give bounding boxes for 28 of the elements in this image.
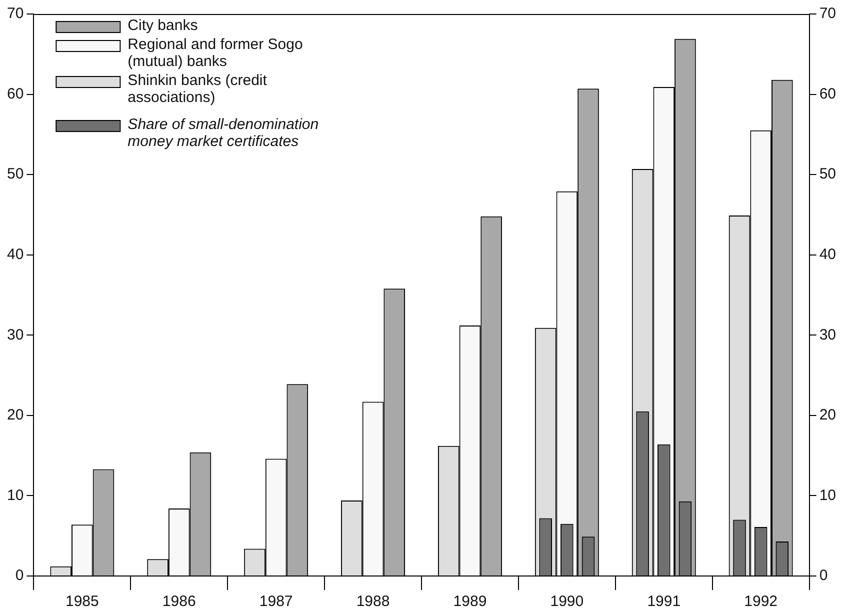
y-tick-label: 0	[15, 567, 24, 584]
y2-tick-label: 30	[819, 326, 836, 344]
x-tick-label: 1987	[259, 593, 293, 610]
x-tick-label: 1985	[65, 593, 99, 610]
x-tick-label: 1988	[356, 593, 390, 610]
y-tick-label: 20	[6, 406, 24, 424]
y-tick-label: 30	[6, 326, 24, 344]
x-tick-label: 1991	[647, 593, 681, 610]
y-tick-label: 50	[6, 166, 24, 183]
y2-tick-label: 40	[819, 246, 836, 263]
legend-label: Shinkin banks (credit associations)	[128, 72, 268, 106]
x-tick-label: 1990	[550, 593, 584, 610]
x-tick-label: 1992	[744, 593, 778, 610]
y-tick-label: 10	[6, 486, 24, 504]
y-tick-label: 70	[6, 5, 24, 22]
y2-tick-label: 20	[819, 406, 836, 424]
legend-label: Regional and former Sogo (mutual) banks	[128, 36, 303, 70]
legend-label: City banks	[128, 17, 198, 34]
y2-tick-label: 0	[819, 567, 828, 584]
y2-tick-label: 60	[819, 85, 836, 102]
y2-tick-label: 10	[819, 486, 836, 504]
y-tick-label: 60	[6, 85, 24, 102]
y-tick-label: 40	[6, 246, 24, 263]
y2-tick-label: 70	[819, 5, 836, 22]
y2-tick-label: 50	[819, 166, 836, 183]
x-tick-label: 1989	[453, 593, 487, 610]
legend-label: Share of small-denomination money market certificates	[128, 116, 319, 150]
x-tick-label: 1986	[162, 593, 196, 610]
